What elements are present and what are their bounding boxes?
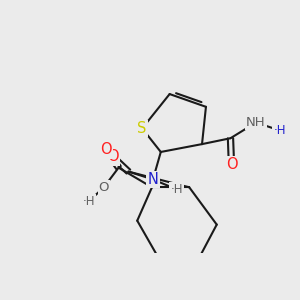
Text: O: O (100, 142, 112, 158)
Text: O: O (99, 181, 109, 194)
Text: N: N (148, 172, 158, 187)
Text: NH: NH (246, 116, 266, 129)
Text: ·H: ·H (83, 194, 95, 208)
Text: ·H: ·H (273, 124, 286, 137)
Text: O: O (107, 149, 118, 164)
Text: S: S (137, 121, 147, 136)
Text: O: O (226, 157, 237, 172)
Text: ·H: ·H (170, 183, 183, 196)
